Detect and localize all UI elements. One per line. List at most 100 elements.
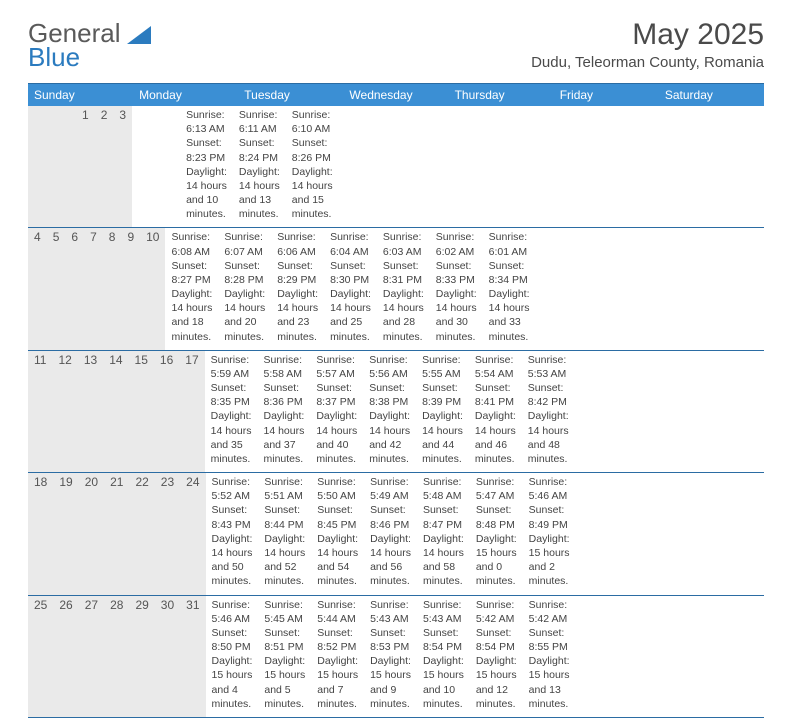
day-detail: Sunrise: 5:42 AMSunset: 8:54 PMDaylight:… [470, 596, 523, 717]
daylight-text-2: and 44 minutes. [422, 438, 463, 466]
sunset-text: Sunset: 8:52 PM [317, 626, 358, 654]
daylight-text-2: and 58 minutes. [423, 560, 464, 588]
daylight-text-1: Daylight: 14 hours [212, 532, 253, 560]
weekday-header: Monday [133, 84, 238, 106]
day-number: 14 [103, 351, 128, 472]
daylight-text-2: and 9 minutes. [370, 683, 411, 711]
day-detail: Sunrise: 5:54 AMSunset: 8:41 PMDaylight:… [469, 351, 522, 472]
day-detail: Sunrise: 6:01 AMSunset: 8:34 PMDaylight:… [483, 228, 536, 349]
daylight-text-1: Daylight: 14 hours [528, 409, 569, 437]
day-detail-row: Sunrise: 5:46 AMSunset: 8:50 PMDaylight:… [206, 596, 576, 717]
sunset-text: Sunset: 8:27 PM [171, 259, 212, 287]
sunrise-text: Sunrise: 5:50 AM [317, 475, 358, 503]
day-number [52, 106, 64, 227]
day-number: 19 [53, 473, 78, 594]
sunrise-text: Sunrise: 5:59 AM [211, 353, 252, 381]
day-detail: Sunrise: 6:06 AMSunset: 8:29 PMDaylight:… [271, 228, 324, 349]
weekday-header: Friday [554, 84, 659, 106]
day-number: 28 [104, 596, 129, 717]
sunset-text: Sunset: 8:46 PM [370, 503, 411, 531]
day-detail: Sunrise: 5:45 AMSunset: 8:51 PMDaylight:… [258, 596, 311, 717]
sunset-text: Sunset: 8:41 PM [475, 381, 516, 409]
sunrise-text: Sunrise: 5:57 AM [316, 353, 357, 381]
sunset-text: Sunset: 8:33 PM [436, 259, 477, 287]
day-detail: Sunrise: 5:43 AMSunset: 8:53 PMDaylight:… [364, 596, 417, 717]
day-number: 16 [154, 351, 179, 472]
daylight-text-1: Daylight: 15 hours [423, 654, 464, 682]
daylight-text-1: Daylight: 14 hours [383, 287, 424, 315]
daylight-text-2: and 42 minutes. [369, 438, 410, 466]
week-row: 123Sunrise: 6:13 AMSunset: 8:23 PMDaylig… [28, 106, 764, 228]
day-number: 22 [129, 473, 154, 594]
sunrise-text: Sunrise: 5:54 AM [475, 353, 516, 381]
daylight-text-2: and 54 minutes. [317, 560, 358, 588]
sunrise-text: Sunrise: 6:03 AM [383, 230, 424, 258]
daylight-text-1: Daylight: 14 hours [171, 287, 212, 315]
day-number: 21 [104, 473, 129, 594]
sunrise-text: Sunrise: 5:49 AM [370, 475, 411, 503]
daylight-text-1: Daylight: 15 hours [476, 654, 517, 682]
weekday-header-row: SundayMondayTuesdayWednesdayThursdayFrid… [28, 84, 764, 106]
sunset-text: Sunset: 8:30 PM [330, 259, 371, 287]
day-number: 8 [103, 228, 122, 349]
day-number: 17 [179, 351, 204, 472]
sunset-text: Sunset: 8:29 PM [277, 259, 318, 287]
daylight-text-2: and 28 minutes. [383, 315, 424, 343]
daylight-text-2: and 7 minutes. [317, 683, 358, 711]
daylight-text-1: Daylight: 14 hours [316, 409, 357, 437]
day-number: 18 [28, 473, 53, 594]
day-number [40, 106, 52, 227]
daylight-text-2: and 18 minutes. [171, 315, 212, 343]
daylight-text-2: and 50 minutes. [212, 560, 253, 588]
day-number: 12 [52, 351, 77, 472]
daylight-text-2: and 23 minutes. [277, 315, 318, 343]
week-row: 25262728293031Sunrise: 5:46 AMSunset: 8:… [28, 596, 764, 718]
sunrise-text: Sunrise: 6:04 AM [330, 230, 371, 258]
sunrise-text: Sunrise: 5:48 AM [423, 475, 464, 503]
sunrise-text: Sunrise: 6:10 AM [292, 108, 333, 136]
month-title: May 2025 [531, 18, 764, 52]
day-number: 11 [28, 351, 52, 472]
daylight-text-1: Daylight: 14 hours [186, 165, 227, 193]
day-detail-row: Sunrise: 5:52 AMSunset: 8:43 PMDaylight:… [206, 473, 576, 594]
sunset-text: Sunset: 8:49 PM [529, 503, 570, 531]
day-detail: Sunrise: 5:55 AMSunset: 8:39 PMDaylight:… [416, 351, 469, 472]
daylight-text-1: Daylight: 15 hours [370, 654, 411, 682]
daylight-text-2: and 35 minutes. [211, 438, 252, 466]
calendar: SundayMondayTuesdayWednesdayThursdayFrid… [28, 83, 764, 718]
day-detail: Sunrise: 5:53 AMSunset: 8:42 PMDaylight:… [522, 351, 575, 472]
weekday-header: Thursday [449, 84, 554, 106]
day-detail: Sunrise: 5:47 AMSunset: 8:48 PMDaylight:… [470, 473, 523, 594]
daylight-text-1: Daylight: 14 hours [263, 409, 304, 437]
day-detail: Sunrise: 5:49 AMSunset: 8:46 PMDaylight:… [364, 473, 417, 594]
daylight-text-2: and 5 minutes. [264, 683, 305, 711]
day-number: 10 [140, 228, 165, 349]
daylight-text-2: and 20 minutes. [224, 315, 265, 343]
day-number: 20 [79, 473, 104, 594]
daylight-text-1: Daylight: 14 hours [369, 409, 410, 437]
day-number: 13 [78, 351, 103, 472]
sunrise-text: Sunrise: 5:47 AM [476, 475, 517, 503]
daylight-text-2: and 30 minutes. [436, 315, 477, 343]
daylight-text-2: and 0 minutes. [476, 560, 517, 588]
weekday-header: Saturday [659, 84, 764, 106]
day-number: 7 [84, 228, 103, 349]
day-number: 31 [180, 596, 205, 717]
day-detail: Sunrise: 5:56 AMSunset: 8:38 PMDaylight:… [363, 351, 416, 472]
sunrise-text: Sunrise: 5:52 AM [212, 475, 253, 503]
sunrise-text: Sunrise: 6:07 AM [224, 230, 265, 258]
day-number: 2 [95, 106, 114, 227]
sunset-text: Sunset: 8:43 PM [212, 503, 253, 531]
daylight-text-2: and 48 minutes. [528, 438, 569, 466]
sunset-text: Sunset: 8:37 PM [316, 381, 357, 409]
sunrise-text: Sunrise: 5:53 AM [528, 353, 569, 381]
daylight-text-2: and 52 minutes. [264, 560, 305, 588]
week-row: 18192021222324Sunrise: 5:52 AMSunset: 8:… [28, 473, 764, 595]
day-detail: Sunrise: 5:50 AMSunset: 8:45 PMDaylight:… [311, 473, 364, 594]
day-detail: Sunrise: 6:11 AMSunset: 8:24 PMDaylight:… [233, 106, 286, 227]
day-number: 3 [113, 106, 132, 227]
day-detail: Sunrise: 6:04 AMSunset: 8:30 PMDaylight:… [324, 228, 377, 349]
daylight-text-2: and 12 minutes. [476, 683, 517, 711]
day-detail: Sunrise: 6:13 AMSunset: 8:23 PMDaylight:… [180, 106, 233, 227]
daylight-text-2: and 33 minutes. [489, 315, 530, 343]
